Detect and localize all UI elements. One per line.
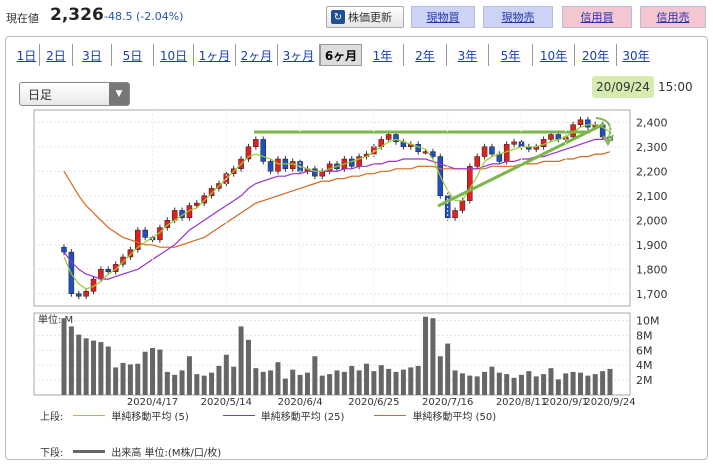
legend-ma5-swatch <box>73 415 106 416</box>
tab-3m[interactable]: 3ヶ月 <box>278 44 320 66</box>
candle-period-select[interactable]: 日足 ▼ <box>19 82 130 106</box>
chevron-down-icon: ▼ <box>109 83 129 105</box>
period-tabs: 1日 2日 3日 5日 10日 1ヶ月 2ヶ月 3ヶ月 6ヶ月 1年 2年 3年… <box>14 44 655 68</box>
legend-upper: 上段: 単純移動平均 (5) 単純移動平均 (25) 単純移動平均 (50) <box>40 408 496 423</box>
tab-1y[interactable]: 1年 <box>362 44 404 66</box>
current-price: 2,326 <box>50 5 104 25</box>
tab-10y[interactable]: 10年 <box>533 44 575 66</box>
legend-lower: 下段: 出来高 単位:(M株/口/枚) <box>40 444 221 459</box>
legend-ma50-swatch <box>374 415 407 416</box>
tab-2y[interactable]: 2年 <box>404 44 447 66</box>
tab-3d[interactable]: 3日 <box>73 44 112 66</box>
legend-ma50: 単純移動平均 (50) <box>412 412 497 423</box>
cash-sell-button[interactable]: 現物売 <box>483 6 553 28</box>
margin-buy-button[interactable]: 信用買 <box>562 6 632 28</box>
legend-volume: 出来高 単位:(M株/口/枚) <box>111 448 222 459</box>
refresh-icon: ↻ <box>331 10 345 24</box>
quote-header: 現在値 2,326 -48.5 (-2.04%) ↻ 株価更新 現物買 現物売 … <box>0 0 713 34</box>
candle-period-value: 日足 <box>28 87 53 102</box>
tab-5y[interactable]: 5年 <box>489 44 533 66</box>
legend-volume-swatch <box>73 450 106 453</box>
refresh-label: 株価更新 <box>348 11 392 24</box>
current-price-label: 現在値 <box>6 12 39 25</box>
tab-3y[interactable]: 3年 <box>447 44 489 66</box>
tab-2m[interactable]: 2ヶ月 <box>236 44 278 66</box>
as-of-date: 20/09/24 <box>592 76 654 98</box>
tab-6m[interactable]: 6ヶ月 <box>320 44 362 66</box>
chart-legend: 上段: 単純移動平均 (5) 単純移動平均 (25) 単純移動平均 (50) 下… <box>34 406 654 459</box>
legend-ma25: 単純移動平均 (25) <box>260 412 345 423</box>
legend-ma25-swatch <box>222 415 255 416</box>
tab-5d[interactable]: 5日 <box>112 44 154 66</box>
price-change: -48.5 (-2.04%) <box>104 10 184 23</box>
legend-lower-label: 下段: <box>40 448 64 459</box>
tab-30y[interactable]: 30年 <box>622 48 650 63</box>
cash-buy-button[interactable]: 現物買 <box>411 6 475 28</box>
tab-20y[interactable]: 20年 <box>575 44 617 66</box>
legend-ma5: 単純移動平均 (5) <box>111 412 189 423</box>
refresh-price-button[interactable]: ↻ 株価更新 <box>326 6 404 28</box>
as-of-time: 15:00 <box>658 80 693 94</box>
legend-upper-label: 上段: <box>40 412 64 423</box>
tab-2d[interactable]: 2日 <box>40 44 73 66</box>
margin-sell-button[interactable]: 信用売 <box>640 6 706 28</box>
tab-10d[interactable]: 10日 <box>154 44 194 66</box>
tab-1d[interactable]: 1日 <box>14 44 40 66</box>
tab-1m[interactable]: 1ヶ月 <box>194 44 236 66</box>
